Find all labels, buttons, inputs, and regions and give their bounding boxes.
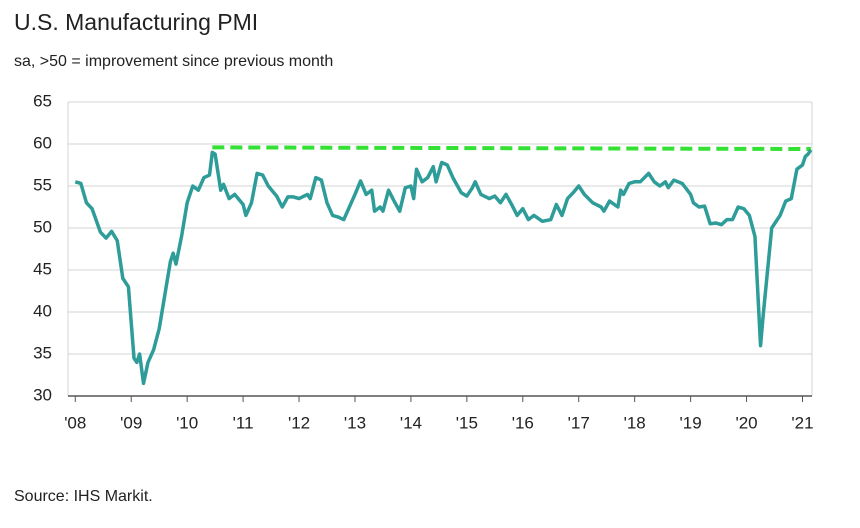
x-tick-label: '12 — [288, 413, 310, 432]
x-tick-label: '16 — [512, 413, 534, 432]
x-tick-label: '20 — [735, 413, 757, 432]
x-tick-label: '09 — [120, 413, 142, 432]
x-tick-label: '17 — [568, 413, 590, 432]
y-tick-label: 60 — [33, 133, 52, 152]
x-tick-label: '21 — [791, 413, 813, 432]
data-line — [74, 148, 813, 386]
y-tick-label: 65 — [33, 91, 52, 110]
y-tick-label: 55 — [33, 175, 52, 194]
y-tick-label: 40 — [33, 301, 52, 320]
x-tick-label: '18 — [624, 413, 646, 432]
chart-title: U.S. Manufacturing PMI — [14, 9, 258, 35]
x-tick-label: '13 — [344, 413, 366, 432]
x-tick-label: '19 — [680, 413, 702, 432]
x-tick-label: '11 — [233, 413, 254, 432]
source: Source: IHS Markit. — [14, 488, 153, 505]
x-tick-label: '14 — [400, 413, 422, 432]
y-tick-label: 45 — [33, 259, 52, 278]
x-tick-label: '08 — [64, 413, 86, 432]
reference-line — [212, 145, 811, 152]
y-tick-label: 30 — [33, 385, 52, 404]
x-tick-label: '15 — [456, 413, 478, 432]
chart-subtitle: sa, >50 = improvement since previous mon… — [14, 53, 333, 70]
y-tick-label: 50 — [33, 217, 52, 236]
y-tick-label: 35 — [33, 343, 52, 362]
x-tick-label: '10 — [176, 413, 198, 432]
